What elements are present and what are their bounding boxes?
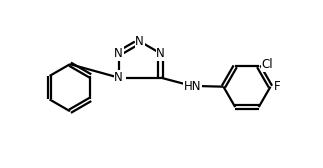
Text: HN: HN [184, 79, 201, 93]
Text: N: N [114, 47, 123, 60]
Text: N: N [135, 35, 144, 48]
Text: N: N [114, 71, 123, 84]
Text: N: N [156, 47, 165, 60]
Text: F: F [274, 80, 280, 93]
Text: Cl: Cl [261, 58, 273, 71]
